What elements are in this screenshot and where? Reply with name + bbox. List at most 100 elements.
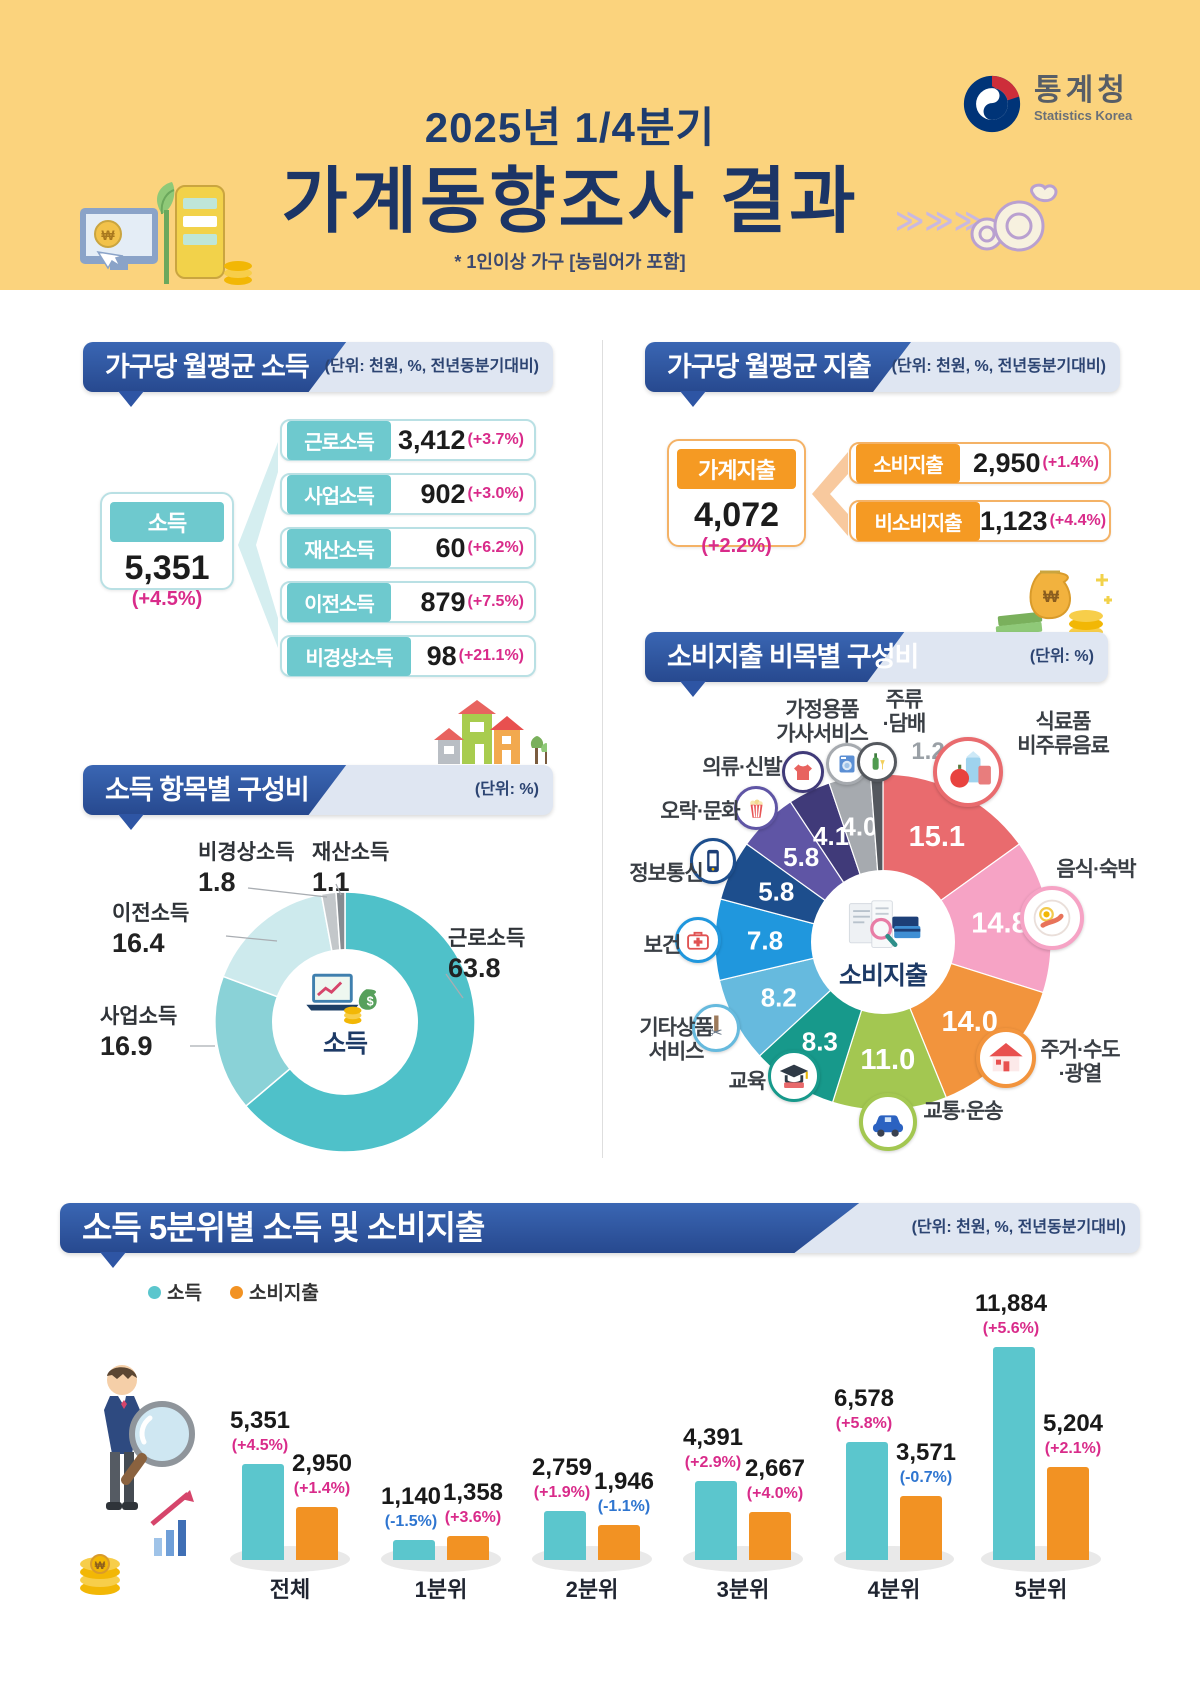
report-period: 2025년 1/4분기 [424, 104, 716, 151]
income-composition-unit: (단위: %) [474, 781, 539, 798]
expenditure-section-unit: (단위: 천원, %, 전년동분기대비) [891, 358, 1106, 375]
income-composition-header-bg [83, 765, 347, 815]
svg-text:₩: ₩ [101, 227, 115, 243]
expenditure-pie-center-icon [841, 898, 925, 954]
expenditure-bar-label: 5,204 (+2.1%) [1043, 1410, 1103, 1458]
donut-label-value: 16.9 [100, 1031, 153, 1062]
bar-value: 2,950 [291, 1450, 353, 1477]
goods-icon: ✂ [692, 1004, 740, 1052]
income-item-row: 비경상소득 98 (+21.1%) [280, 635, 536, 677]
income-donut-center-icon: $ [303, 968, 387, 1026]
grocery-icon [933, 737, 1003, 807]
donut-label: 비경상소득 1.8 [198, 840, 295, 900]
legend-item-income: 소득 [148, 1278, 202, 1305]
expenditure-section-header-bg [645, 342, 911, 392]
bar-category-label: 3분위 [716, 1577, 770, 1602]
income-item-value: 902 [420, 478, 466, 509]
expenditure-bar-label: 2,950 (+1.4%) [291, 1450, 353, 1498]
donut-label-value: 16.4 [112, 928, 165, 959]
donut-label-value: 1.8 [198, 867, 236, 898]
income-legend-dot-icon [148, 1286, 161, 1299]
bar-value: 6,578 [833, 1385, 895, 1412]
page-title: 가계동향조사 결과 [281, 162, 859, 242]
pie-slice-label: 교육 [728, 1070, 767, 1094]
bar-change: (+5.8%) [835, 1415, 893, 1433]
expenditure-connector [804, 448, 852, 540]
donut-label-value: 1.1 [312, 867, 350, 898]
expenditure-bar [598, 1525, 640, 1560]
pie-slice-label: 음식·숙박 [1056, 858, 1136, 882]
income-item-value: 98 [426, 640, 457, 671]
pie-slice-label: 교통·운송 [923, 1100, 1003, 1124]
bar-change: (-1.1%) [597, 1498, 651, 1516]
donut-label-name: 이전소득 [112, 902, 190, 925]
income-item-row: 이전소득 879 (+7.5%) [280, 581, 536, 623]
pie-slice-label: 주거·수도 ·광열 [1040, 1038, 1120, 1085]
expenditure-bar [749, 1512, 791, 1560]
government-emblem-icon [962, 74, 1022, 134]
pie-slice-label: 정보통신 [629, 862, 703, 886]
expenditure-pie-center-label: 소비지출 [838, 962, 928, 990]
recreation-icon [734, 786, 778, 830]
income-bar [393, 1540, 435, 1560]
income-bar [695, 1481, 737, 1560]
income-item-label: 사업소득 [287, 474, 391, 514]
expenditure-item-change: (+1.4%) [1042, 454, 1099, 471]
pie-slice-label: 주류 ·담배 [882, 688, 927, 735]
expenditure-bar [900, 1496, 942, 1560]
expenditure-composition-header: 소비지출 비목별 구성비 (단위: %) [645, 632, 1108, 682]
income-composition-header-tail [118, 814, 144, 830]
expenditure-item-row: 비소비지출 1,123 (+4.4%) [849, 500, 1111, 542]
pie-slice-label: 기타상품 서비스 [639, 1016, 713, 1063]
income-donut-center-label: 소득 [322, 1030, 368, 1058]
bar-change: (+1.4%) [293, 1480, 351, 1498]
income-bar-label: 5,351 (+4.5%) [230, 1407, 290, 1455]
pie-slice-label: 의류·신발 [702, 756, 782, 780]
income-item-change: (+3.7%) [467, 431, 524, 448]
income-bar-label: 6,578 (+5.8%) [833, 1385, 895, 1433]
pie-slice-value: 14.8 [971, 907, 1027, 939]
expenditure-composition-title: 소비지출 비목별 구성비 [667, 642, 919, 672]
donut-label: 근로소득 63.8 [448, 926, 525, 986]
expenditure-item-value: 2,950 [972, 447, 1041, 478]
income-item-value: 60 [435, 532, 466, 563]
income-bar [242, 1464, 284, 1560]
bar-change: (-0.7%) [899, 1469, 953, 1487]
expenditure-bar-label: 2,667 (+4.0%) [745, 1455, 805, 1503]
pie-slice-label: 가정용품 가사서비스 [776, 698, 869, 745]
donut-label-name: 비경상소득 [198, 841, 295, 864]
income-composition-title: 소득 항목별 구성비 [105, 775, 310, 805]
expenditure-total-label: 가계지출 [677, 449, 796, 489]
expenditure-bar-label: 1,946 (-1.1%) [593, 1468, 655, 1516]
income-item-row: 근로소득 3,412 (+3.7%) [280, 419, 536, 461]
expenditure-item-row: 소비지출 2,950 (+1.4%) [849, 442, 1111, 484]
column-divider [602, 340, 603, 1158]
svg-text:✂: ✂ [709, 1024, 723, 1042]
expenditure-item-label: 소비지출 [856, 443, 960, 483]
agency-logo: 통계청 Statistics Korea [962, 74, 1132, 134]
donut-label: 사업소득 16.9 [100, 1004, 177, 1064]
ict-icon [690, 838, 736, 884]
bar-value: 1,946 [593, 1468, 655, 1495]
health-icon [675, 917, 721, 963]
quintile-section-header-bg [60, 1203, 860, 1253]
expenditure-composition-unit: (단위: %) [1029, 648, 1094, 665]
expenditure-header-tail [680, 391, 706, 407]
dining-icon [1020, 886, 1084, 950]
donut-label-name: 근로소득 [448, 927, 526, 950]
pie-slice-value: 4.0 [841, 811, 877, 841]
expenditure-bar [296, 1507, 338, 1560]
bar-category-label: 2분위 [565, 1577, 619, 1602]
income-section-header-bg [83, 342, 347, 392]
income-section-title: 가구당 월평균 소득 [105, 352, 310, 382]
pie-slice-value: 15.1 [909, 821, 965, 853]
quintile-section-title: 소득 5분위별 소득 및 소비지출 [82, 1209, 485, 1246]
income-item-change: (+7.5%) [467, 593, 524, 610]
pie-slice-value: 7.8 [747, 925, 783, 955]
expenditure-bar [1047, 1467, 1089, 1560]
svg-text:₩: ₩ [1043, 587, 1060, 606]
income-item-label: 비경상소득 [287, 636, 411, 676]
transport-icon [859, 1093, 917, 1151]
expenditure-section-title: 가구당 월평균 지출 [667, 352, 872, 382]
